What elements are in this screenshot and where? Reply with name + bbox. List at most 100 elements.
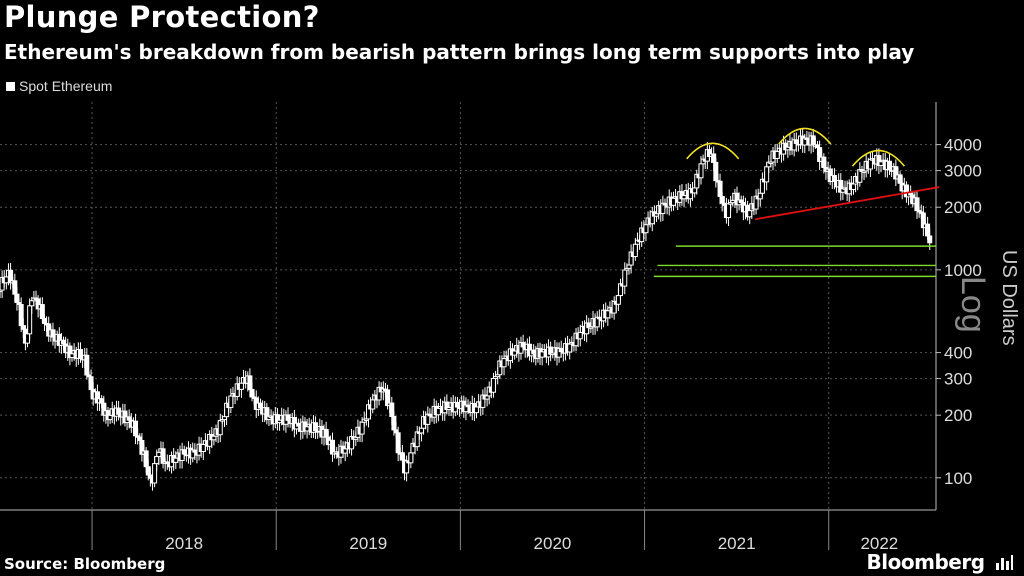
candle-body [88,376,94,391]
candle-body [391,415,397,431]
candle-body [211,435,217,441]
candle-body [217,420,223,436]
candle-body [897,174,903,184]
y-tick-label: 3000 [944,162,982,181]
candle-body [414,431,420,448]
candle-body [143,450,149,468]
candle-body [454,401,460,408]
candle-body [181,449,187,455]
candle-body [577,331,583,340]
pattern-arc-head [778,127,832,145]
x-tick-label: 2018 [165,534,203,553]
y-tick-label: 100 [944,469,972,488]
legend: Spot Ethereum [6,78,112,94]
candle-body [342,448,348,454]
candle-body [84,354,90,376]
candle-body [257,402,263,409]
candle-body [69,353,75,359]
legend-swatch [6,81,15,91]
y-tick-label: 400 [944,344,972,363]
candle-body [615,295,621,305]
candle-body [116,407,122,415]
candle-body [643,224,649,234]
candle-body [145,466,151,476]
candle-body [774,150,780,159]
candle-body [395,432,401,454]
candle-body [18,303,24,327]
candle-body [25,333,31,344]
candle-body [418,427,424,434]
candle-body [520,342,526,348]
candle-body [3,276,9,284]
x-tick-label: 2019 [349,534,387,553]
candle-body [389,402,395,417]
candle-body [810,135,816,146]
candle-body [99,398,105,404]
candle-body [927,235,933,244]
candle-body [399,452,405,461]
y-axis-label: US Dollars [998,250,1020,346]
candle-body [764,166,770,183]
candle-body [137,436,143,441]
candle-body [133,420,139,437]
candle-body [152,463,158,484]
x-tick-label: 2021 [718,534,756,553]
candle-body [605,310,611,319]
brand-logo: Bloomberg [867,550,1014,574]
candle-body [61,339,67,345]
candle-body [914,197,920,212]
candle-body [501,358,507,368]
candle-body [29,300,35,307]
candle-body [313,422,319,432]
candle-body [698,163,704,179]
candle-body [867,158,873,170]
bloomberg-bars-icon [996,555,1013,570]
candle-body [717,180,723,197]
y-tick-label: 2000 [944,198,982,217]
candle-body [238,382,244,390]
candle-body [512,350,518,356]
candle-body [726,203,732,219]
candle-body [719,195,725,204]
candle-body [713,161,719,182]
candle-body [539,351,545,358]
y-tick-label: 4000 [944,136,982,155]
candle-body [567,343,573,353]
candle-body [39,304,45,320]
pattern-arc-right-shoulder [851,149,906,167]
candle-body [435,407,441,416]
candle-body [200,443,206,452]
candle-body [285,414,291,421]
candle-body [531,349,537,355]
candle-body [154,456,160,465]
candle-body [323,428,329,438]
candle-body [160,448,166,464]
candle-body [632,243,638,258]
candle-body [850,183,856,190]
pattern-arc-left-shoulder [686,142,740,160]
candle-body [20,325,26,330]
candle-body [670,197,676,206]
x-tick-label: 2022 [860,534,898,553]
candle-body [925,223,931,237]
x-tick-label: 2020 [534,534,572,553]
candle-body [304,426,310,432]
candle-body [793,139,799,144]
candle-body [228,395,234,409]
candle-body [490,377,496,393]
chart-title: Plunge Protection? [4,0,320,34]
candle-body [107,414,113,421]
candle-body [27,305,33,335]
candle-body [249,388,255,398]
y-tick-label: 300 [944,370,972,389]
candle-body [821,156,827,169]
y-tick-label: 200 [944,406,972,425]
candle-body [886,160,892,171]
candle-body [247,375,253,390]
candle-body [12,280,18,295]
candle-body [474,406,480,414]
source-note: Source: Bloomberg [4,555,166,573]
candle-body [692,187,698,194]
candle-body [41,318,47,324]
